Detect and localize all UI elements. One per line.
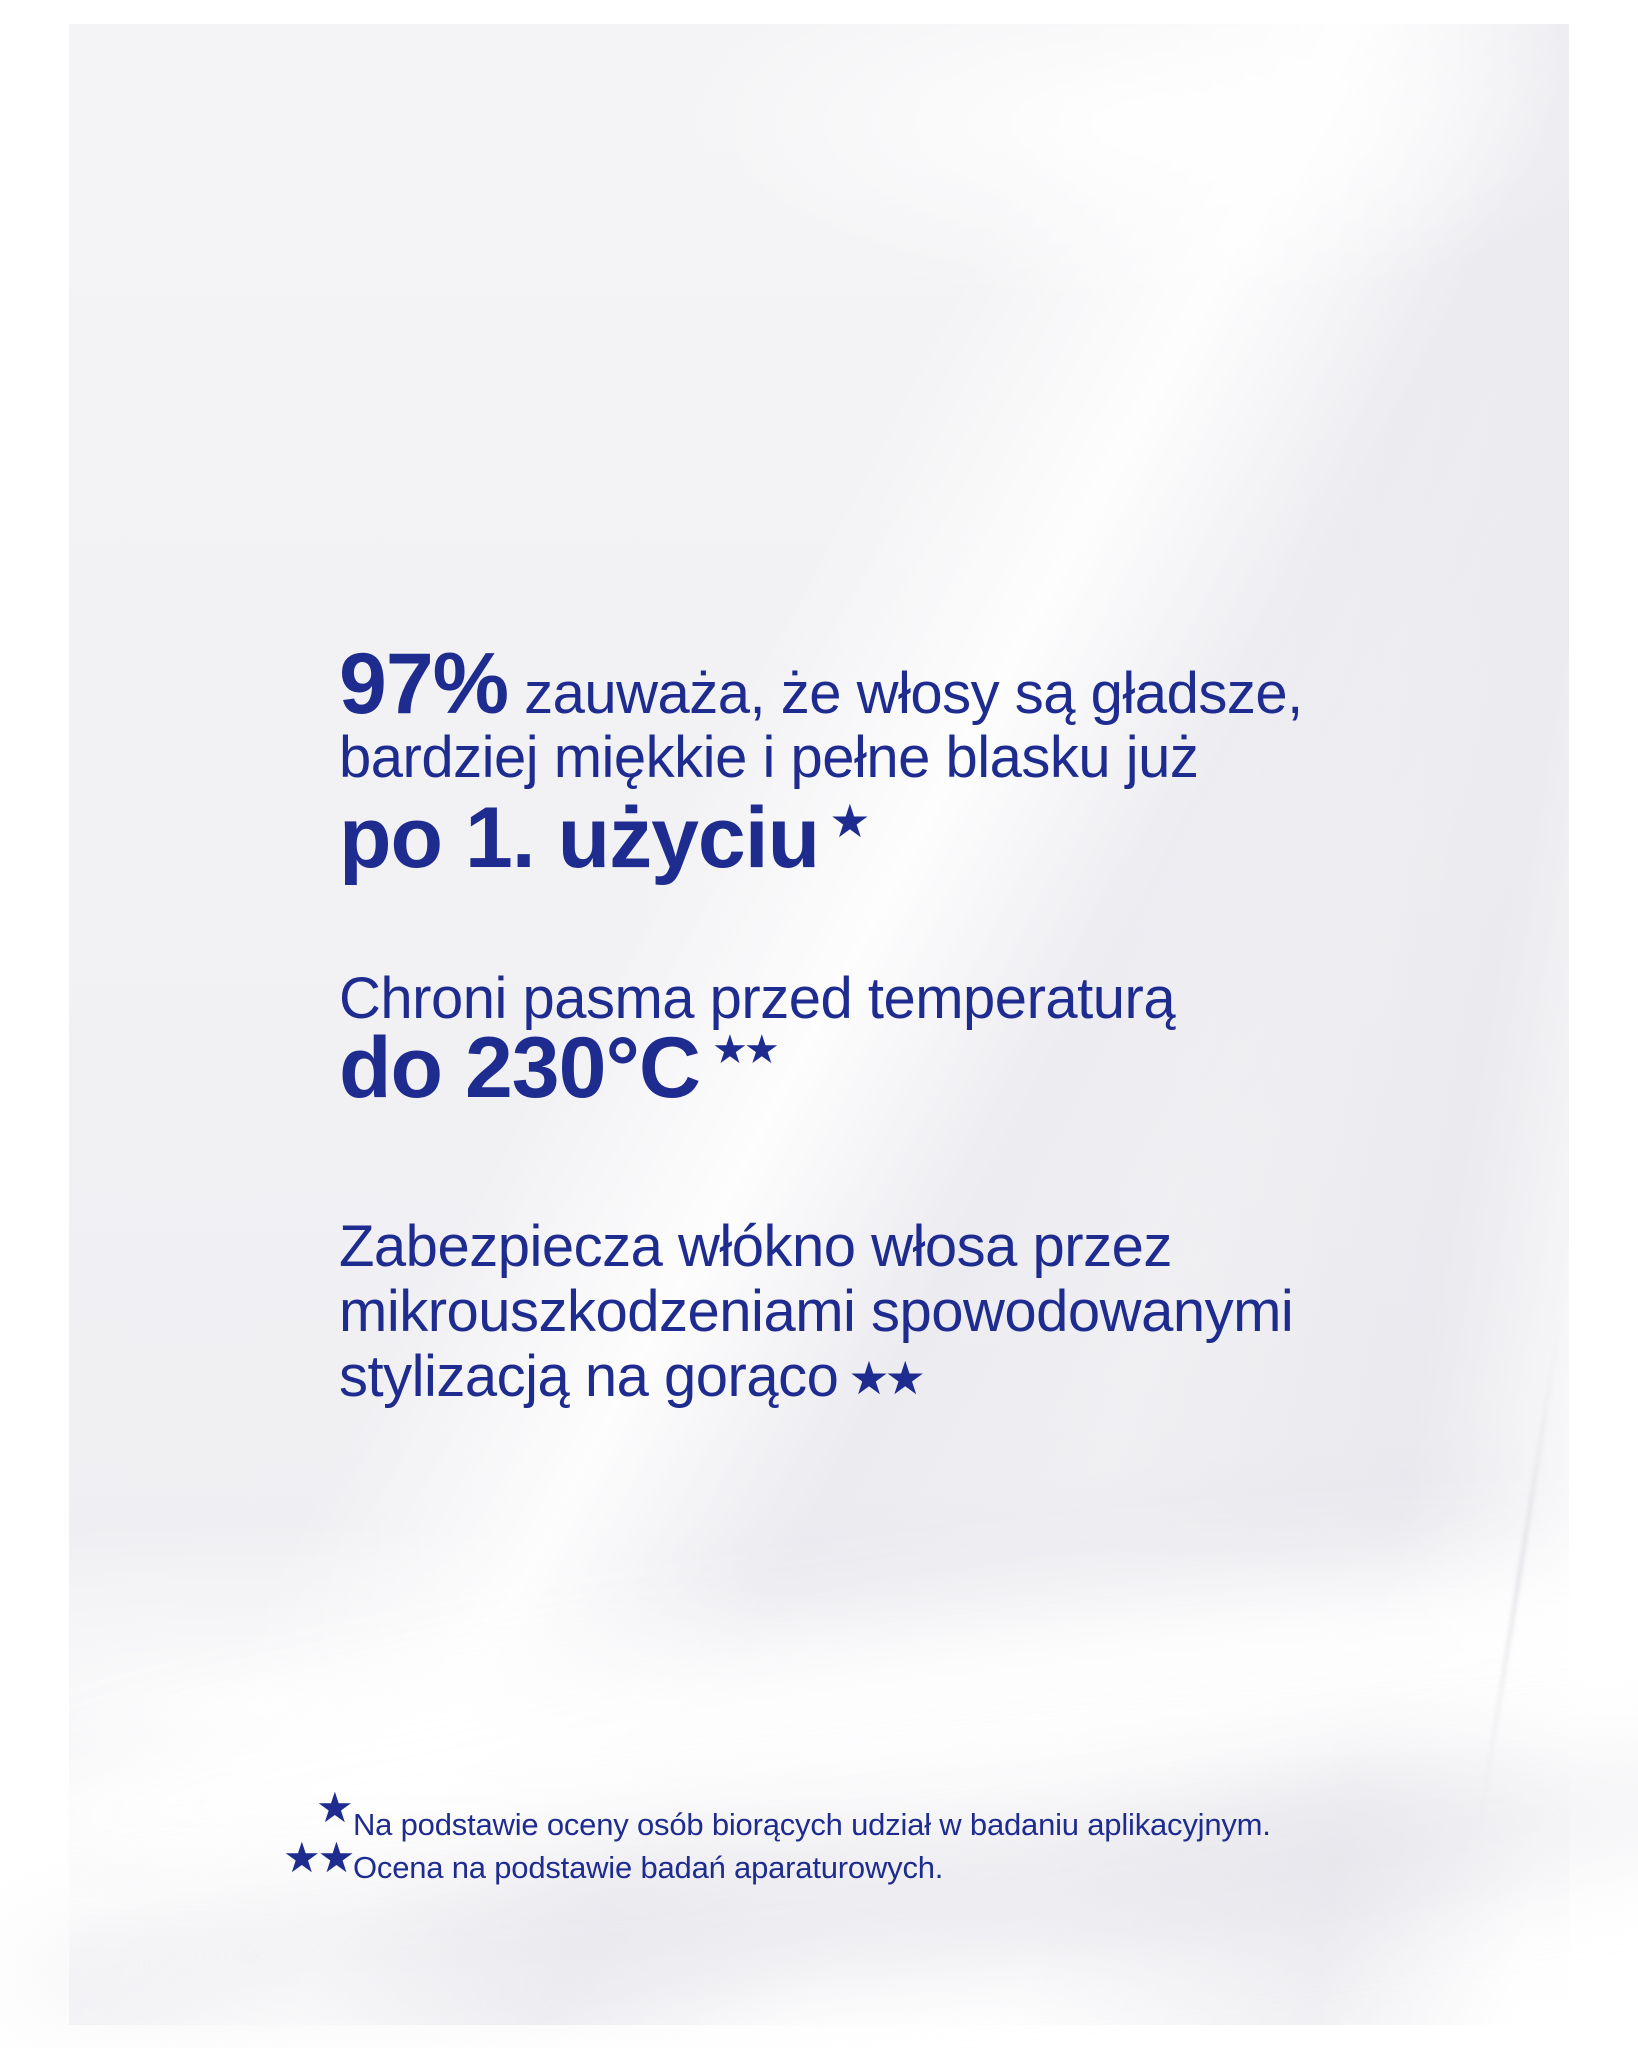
claim3-line3: stylizacją na gorąco ★★	[339, 1348, 926, 1409]
star-icon: ★	[316, 1784, 354, 1831]
claim3-line2-text: mikrouszkodzeniami spowodowanymi	[339, 1279, 1294, 1344]
footnote-2: Ocena na podstawie badań aparaturowych.	[353, 1850, 944, 1885]
footnote-1: Na podstawie oceny osób biorących udział…	[353, 1807, 1271, 1842]
claim1-line2: bardziej miękkie i pełne blasku już	[339, 729, 1199, 787]
double-star-icon: ★★	[848, 1352, 926, 1404]
claim1-line2-text: bardziej miękkie i pełne blasku już	[339, 725, 1199, 790]
claim1-percentage: 97%	[339, 636, 509, 732]
claim3-line3-text: stylizacją na gorąco	[339, 1344, 839, 1409]
claim1-line3-text: po 1. użyciu	[339, 790, 820, 886]
claim2-line1: Chroni pasma przed temperaturą	[339, 970, 1176, 1028]
star-icon: ★	[829, 795, 870, 847]
silk-background	[0, 24, 1638, 2048]
claim1-line1-text: zauważa, że włosy są gładsze,	[524, 661, 1303, 726]
claim1-line1: 97% zauważa, że włosy są gładsze,	[339, 641, 1303, 727]
claim2-line2: do 230°C ★★	[339, 1025, 780, 1127]
double-star-icon: ★★	[283, 1834, 355, 1881]
claim3-line1: Zabezpiecza włókno włosa przez	[339, 1218, 1172, 1276]
double-star-icon: ★★	[711, 1028, 780, 1072]
claim3-line2: mikrouszkodzeniami spowodowanymi	[339, 1283, 1294, 1341]
claim2-line1-text: Chroni pasma przed temperaturą	[339, 966, 1176, 1031]
claim2-temperature: do 230°C	[339, 1020, 701, 1116]
claim1-line3: po 1. użyciu ★	[339, 795, 870, 894]
claim3-line1-text: Zabezpiecza włókno włosa przez	[339, 1214, 1172, 1279]
